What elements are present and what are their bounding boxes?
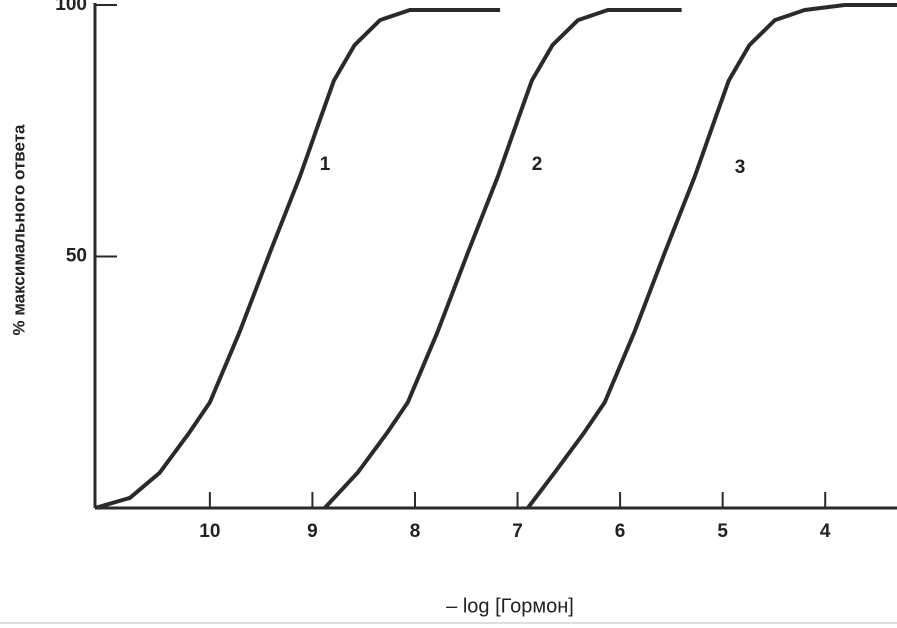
curve-label: 3: [735, 157, 746, 178]
x-tick-label: 5: [717, 521, 728, 542]
curve-label: 1: [320, 154, 331, 175]
x-tick-label: 10: [199, 521, 220, 542]
x-tick-label: 4: [820, 521, 831, 542]
y-axis-label: % максимального ответа: [9, 124, 28, 336]
curve: [323, 8, 682, 510]
y-tick-label: 50: [66, 246, 87, 267]
curve-label: 2: [532, 154, 543, 175]
x-axis-label: – log [Гормон]: [446, 595, 574, 617]
curve: [94, 8, 501, 510]
x-tick-label: 8: [410, 521, 421, 542]
curve: [526, 3, 897, 510]
x-tick-label: 7: [512, 521, 523, 542]
y-tick-label: 100: [55, 0, 87, 15]
x-tick-label: 6: [615, 521, 626, 542]
x-tick-label: 9: [307, 521, 318, 542]
